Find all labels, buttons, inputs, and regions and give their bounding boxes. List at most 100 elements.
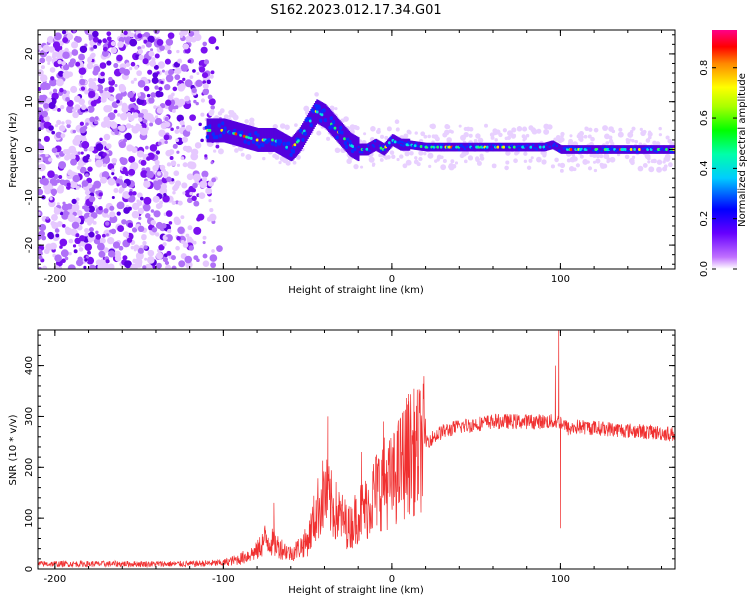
signal-core	[331, 120, 336, 125]
noise-blob	[165, 234, 173, 242]
noise-blob	[74, 237, 81, 245]
halo-blob	[592, 160, 597, 164]
noise-blob	[206, 79, 212, 85]
snr-frame	[37, 329, 676, 570]
noise-blob	[208, 98, 216, 106]
noise-blob	[189, 191, 193, 196]
noise-blob	[192, 173, 201, 182]
halo-blob	[648, 130, 652, 134]
signal-band	[252, 126, 255, 151]
noise-blob	[41, 177, 50, 186]
signal-band	[473, 142, 476, 152]
signal-band	[644, 145, 647, 154]
noise-blob	[81, 180, 89, 187]
noise-blob	[78, 247, 84, 252]
signal-core	[378, 144, 382, 148]
signal-core	[647, 146, 651, 149]
signal-core	[626, 149, 629, 153]
noise-blob	[146, 256, 155, 264]
noise-blob	[209, 74, 214, 79]
noise-blob	[115, 93, 123, 101]
signal-band	[326, 106, 329, 131]
halo-blob	[450, 159, 455, 164]
noise-blob	[75, 233, 80, 238]
noise-blob	[90, 47, 94, 51]
noise-blob	[58, 175, 63, 179]
noise-blob	[107, 86, 115, 93]
noise-blob	[150, 219, 156, 226]
signal-band	[627, 145, 630, 154]
noise-blob	[102, 152, 107, 157]
noise-blob	[84, 232, 89, 237]
noise-blob	[153, 210, 161, 218]
noise-blob	[142, 240, 147, 246]
halo-blob	[587, 166, 593, 171]
halo-blob	[516, 126, 523, 132]
signal-band	[589, 145, 592, 154]
signal-core	[289, 152, 294, 157]
noise-blob	[103, 208, 109, 214]
noise-blob	[50, 220, 56, 227]
signal-peak	[448, 145, 452, 149]
noise-blob	[60, 105, 65, 110]
halo-blob	[617, 131, 624, 138]
signal-core	[246, 141, 251, 146]
signal-band	[336, 117, 339, 142]
signal-band	[460, 142, 463, 152]
noise-blob	[131, 210, 140, 219]
halo-blob	[644, 153, 651, 160]
noise-blob	[202, 41, 208, 47]
spectrogram-y-axis-label: Frequency (Hz)	[8, 112, 19, 188]
spectrogram-ytick-label: 0	[24, 146, 35, 152]
noise-blob	[89, 106, 95, 112]
signal-core	[223, 126, 228, 131]
noise-blob	[43, 82, 51, 91]
noise-blob	[202, 240, 206, 245]
halo-blob	[284, 124, 290, 130]
signal-peak	[315, 110, 319, 114]
noise-blob	[176, 49, 180, 54]
signal-core	[228, 130, 233, 135]
snr-panel	[38, 330, 675, 569]
signal-core	[641, 147, 645, 151]
spectrogram-xtick-label: -200	[44, 274, 67, 285]
noise-blob	[49, 78, 57, 87]
halo-blob	[386, 126, 392, 132]
noise-blob	[187, 161, 195, 169]
noise-blob	[105, 143, 112, 149]
noise-blob	[136, 199, 140, 203]
halo-blob	[528, 158, 533, 163]
signal-band	[661, 145, 664, 154]
halo-blob	[418, 156, 423, 162]
halo-blob	[475, 157, 480, 163]
halo-blob	[368, 156, 375, 163]
noise-blob	[55, 131, 63, 139]
halo-blob	[545, 124, 550, 128]
noise-blob	[184, 255, 193, 264]
halo-blob	[543, 128, 550, 135]
noise-blob	[166, 162, 172, 167]
signal-core	[208, 124, 213, 129]
noise-blob	[118, 85, 127, 93]
noise-blob	[97, 39, 102, 44]
noise-blob	[199, 180, 208, 189]
noise-blob	[48, 102, 56, 110]
signal-band	[471, 142, 474, 152]
halo-blob	[386, 154, 391, 160]
halo-blob	[414, 156, 418, 160]
noise-blob	[118, 124, 126, 132]
signal-core	[408, 142, 411, 145]
noise-blob	[98, 156, 102, 160]
noise-blob	[172, 191, 176, 195]
noise-blob	[113, 187, 119, 194]
noise-blob	[163, 134, 170, 141]
signal-peak	[436, 145, 440, 149]
signal-core	[532, 143, 535, 147]
signal-band	[241, 123, 244, 148]
halo-blob	[578, 130, 584, 137]
noise-blob	[39, 74, 48, 82]
noise-blob	[71, 198, 77, 205]
halo-blob	[459, 153, 465, 159]
halo-blob	[528, 125, 534, 131]
signal-core	[462, 145, 465, 149]
